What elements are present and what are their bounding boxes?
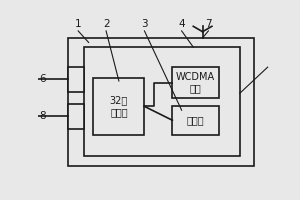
Text: 3: 3 (141, 19, 148, 29)
Text: 4: 4 (178, 19, 185, 29)
Text: 6: 6 (39, 74, 46, 84)
Bar (93, 78, 145, 135)
Text: 电子盘: 电子盘 (187, 115, 204, 125)
Text: 1: 1 (75, 19, 82, 29)
Bar (84, 47, 240, 156)
Bar (68, 104, 84, 129)
Bar (172, 106, 219, 135)
Text: 8: 8 (39, 111, 46, 121)
Text: 32位
处理器: 32位 处理器 (110, 96, 128, 117)
Text: WCDMA
模块: WCDMA 模块 (176, 72, 215, 93)
Bar (172, 67, 219, 98)
Bar (68, 67, 84, 92)
Bar (68, 38, 254, 166)
Text: 2: 2 (103, 19, 110, 29)
Text: 7: 7 (205, 19, 212, 29)
